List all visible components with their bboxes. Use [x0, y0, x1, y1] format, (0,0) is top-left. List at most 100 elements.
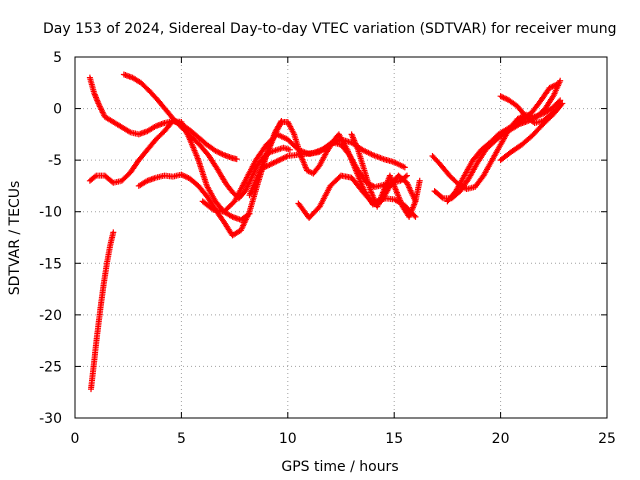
data-point [412, 179, 423, 205]
data-point [135, 178, 149, 189]
data-point [252, 143, 269, 164]
data-point [263, 132, 278, 158]
data-point [229, 228, 243, 239]
data-point [110, 119, 124, 130]
data-point [335, 131, 350, 152]
data-point [221, 219, 235, 237]
data-point [429, 153, 443, 167]
data-point [504, 121, 518, 133]
data-point [118, 170, 133, 184]
series-arc-1 [88, 229, 117, 393]
data-point [229, 155, 239, 162]
data-point [508, 142, 524, 155]
data-point [518, 133, 535, 148]
data-point [374, 189, 386, 210]
data-point [110, 229, 117, 236]
data-point [457, 177, 471, 195]
data-point [223, 180, 235, 194]
x-tick-label: 0 [71, 431, 80, 447]
data-point [512, 116, 526, 127]
data-point [538, 86, 552, 104]
data-point [214, 166, 229, 186]
data-point [506, 97, 520, 109]
data-point [242, 158, 259, 184]
data-point [242, 176, 254, 195]
data-point [431, 188, 445, 201]
data-point [533, 106, 548, 120]
data-point [101, 113, 115, 125]
data-point [152, 129, 167, 143]
data-point [412, 213, 419, 220]
data-point [195, 157, 210, 188]
data-point [212, 147, 226, 158]
data-point [100, 262, 110, 287]
data-point [452, 174, 467, 195]
data-point [514, 103, 529, 119]
data-point [144, 137, 158, 153]
data-point [497, 149, 513, 164]
data-point [555, 80, 562, 87]
data-point [472, 174, 486, 190]
data-point [306, 204, 322, 221]
data-point [386, 172, 399, 193]
axis-layer: 0 5 10 15 20 25 5 0 -5 -10 -15 -20 -25 -30 [39, 50, 616, 447]
data-point [276, 153, 290, 164]
data-point [550, 101, 565, 117]
data-point [259, 162, 273, 172]
y-tick-label: -30 [39, 411, 62, 427]
data-point [238, 210, 252, 234]
data-point [88, 360, 97, 393]
data-point [161, 119, 175, 135]
data-point [548, 98, 562, 112]
y-tick-label: -10 [39, 205, 62, 221]
data-point [546, 81, 560, 91]
data-point [401, 164, 408, 171]
data-point [416, 177, 423, 184]
data-point [146, 88, 160, 102]
data-point [529, 122, 545, 139]
data-point [95, 100, 108, 119]
data-point [172, 117, 186, 131]
data-point [318, 142, 332, 153]
data-point [107, 231, 116, 249]
data-point [155, 97, 169, 113]
data-point [94, 306, 104, 337]
data-point [118, 124, 132, 135]
data-point [489, 143, 503, 164]
data-point [97, 282, 107, 311]
data-point [469, 148, 484, 164]
y-tick-label: -20 [39, 308, 62, 324]
data-point [248, 162, 261, 181]
chart-title: Day 153 of 2024, Sidereal Day-to-day VTE… [43, 21, 617, 37]
data-point [195, 182, 209, 198]
data-point [186, 127, 201, 140]
data-point [557, 97, 564, 104]
data-point [344, 146, 359, 172]
data-point [284, 119, 297, 136]
data-point [199, 198, 215, 212]
y-tick-label: 5 [53, 50, 62, 66]
grid-layer [75, 57, 607, 418]
series-arc-13 [444, 80, 562, 205]
data-point [480, 158, 495, 179]
y-tick-label: -15 [39, 256, 62, 272]
data-point [316, 151, 329, 169]
x-tick-label: 25 [598, 431, 616, 447]
data-point [286, 146, 293, 153]
data-point [203, 182, 218, 203]
data-point [138, 79, 152, 93]
series-arc-15 [497, 100, 566, 164]
data-point [246, 174, 261, 199]
x-tick-label: 10 [279, 431, 297, 447]
data-point [231, 179, 248, 205]
data-point [127, 158, 141, 176]
data-point [446, 172, 460, 186]
x-axis-label: GPS time / hours [281, 459, 398, 475]
data-point [291, 131, 303, 157]
y-tick-label: -25 [39, 359, 62, 375]
data-point [406, 199, 418, 220]
data-point [186, 136, 201, 162]
data-point [361, 167, 374, 193]
data-point [557, 77, 564, 84]
